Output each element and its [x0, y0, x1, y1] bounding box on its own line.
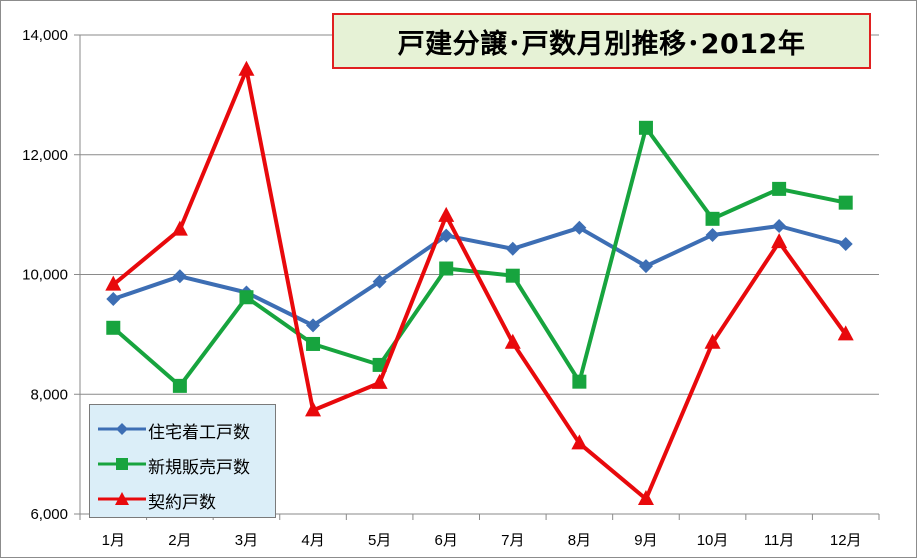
data-point-diamond — [439, 228, 454, 243]
series-2 — [106, 120, 853, 393]
x-tick-label: 2月 — [168, 532, 191, 549]
y-tick-label: 14,000 — [22, 27, 68, 44]
data-point-diamond — [572, 220, 587, 235]
data-point-square — [439, 261, 454, 276]
data-point-square — [572, 374, 587, 389]
data-point-diamond — [705, 227, 720, 242]
series-1 — [106, 219, 853, 333]
data-point-square — [239, 290, 254, 305]
legend-label: 契約戸数 — [148, 493, 216, 513]
y-axis-labels: 6,000 8,000 10,000 12,000 14,000 — [22, 27, 68, 523]
x-tick-label: 3月 — [235, 532, 258, 549]
grid — [80, 34, 879, 395]
legend: 住宅着工戸数 新規販売戸数 契約戸数 — [89, 404, 276, 518]
chart-title: 戸建分譲･戸数月別推移･2012年 — [397, 28, 806, 60]
data-point-square — [838, 195, 853, 210]
x-tick-label: 5月 — [368, 532, 391, 549]
x-tick-label: 6月 — [435, 532, 458, 549]
data-point-square — [638, 120, 653, 135]
series-line — [111, 125, 848, 388]
x-axis-labels: 1月 2月 3月 4月 5月 6月 7月 8月 9月 10月 11月 12月 — [102, 532, 862, 549]
data-point-triangle — [238, 60, 255, 76]
x-tick-label: 10月 — [697, 532, 729, 549]
data-point-square — [772, 181, 787, 196]
data-point-triangle — [704, 333, 721, 349]
data-point-diamond — [838, 236, 853, 251]
series-3 — [105, 60, 854, 506]
data-point-square — [505, 268, 520, 283]
y-tick-label: 10,000 — [22, 267, 68, 284]
series-line — [111, 67, 848, 501]
legend-label: 新規販売戸数 — [148, 458, 250, 478]
data-point-diamond — [172, 269, 187, 284]
data-point-square — [372, 357, 387, 372]
data-point-triangle — [105, 275, 122, 291]
data-point-diamond — [106, 292, 121, 307]
data-point-triangle — [438, 206, 455, 222]
x-tick-label: 4月 — [301, 532, 324, 549]
legend-swatch-housing-starts — [98, 423, 146, 435]
x-tick-label: 1月 — [102, 532, 125, 549]
series-line — [111, 224, 848, 328]
data-point-triangle — [837, 325, 854, 341]
data-point-triangle — [305, 401, 322, 417]
legend-swatch-contracts — [98, 492, 146, 505]
data-point-diamond — [372, 274, 387, 289]
data-point-square — [172, 378, 187, 393]
y-tick-label: 6,000 — [30, 506, 68, 523]
x-tick-label: 11月 — [764, 532, 795, 549]
legend-swatch-new-sales — [98, 458, 146, 470]
legend-item-housing-starts: 住宅着工戸数 — [90, 417, 275, 443]
y-tick-label: 8,000 — [30, 386, 68, 403]
data-point-triangle — [371, 373, 388, 389]
data-point-square — [306, 336, 321, 351]
data-point-square — [705, 211, 720, 226]
data-point-triangle — [504, 333, 521, 349]
data-point-diamond — [638, 259, 653, 274]
data-point-triangle — [171, 220, 188, 236]
data-point-diamond — [505, 241, 520, 256]
x-tick-label: 9月 — [634, 532, 657, 549]
data-point-diamond — [772, 219, 787, 234]
legend-item-new-sales: 新規販売戸数 — [90, 452, 275, 478]
chart-title-box: 戸建分譲･戸数月別推移･2012年 — [332, 13, 871, 69]
data-point-triangle — [637, 490, 654, 506]
legend-item-contracts: 契約戸数 — [90, 487, 275, 513]
y-tick-label: 12,000 — [22, 147, 68, 164]
legend-label: 住宅着工戸数 — [148, 423, 250, 443]
x-tick-label: 7月 — [501, 532, 524, 549]
data-point-diamond — [306, 318, 321, 333]
data-point-square — [106, 320, 121, 335]
data-point-triangle — [771, 233, 788, 249]
series-layer — [105, 60, 854, 506]
x-tick-label: 8月 — [568, 532, 591, 549]
x-tick-label: 12月 — [830, 532, 862, 549]
data-point-triangle — [571, 434, 588, 450]
